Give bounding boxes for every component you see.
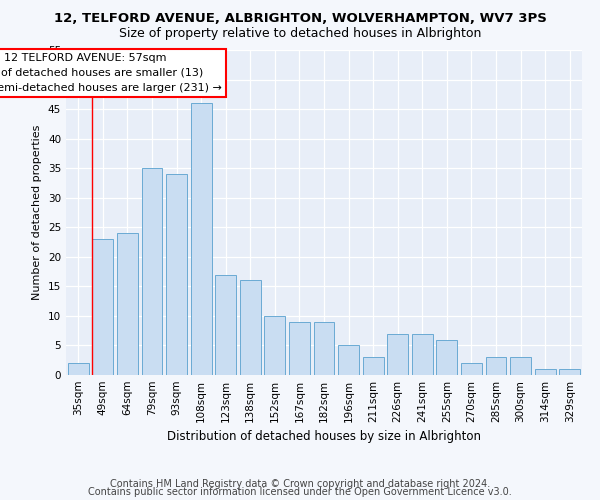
Text: Size of property relative to detached houses in Albrighton: Size of property relative to detached ho… [119,28,481,40]
Bar [92,239,113,375]
Bar [265,316,286,375]
Text: 12, TELFORD AVENUE, ALBRIGHTON, WOLVERHAMPTON, WV7 3PS: 12, TELFORD AVENUE, ALBRIGHTON, WOLVERHA… [53,12,547,26]
Y-axis label: Number of detached properties: Number of detached properties [32,125,43,300]
Bar [215,274,236,375]
Text: 12 TELFORD AVENUE: 57sqm
← 5% of detached houses are smaller (13)
95% of semi-de: 12 TELFORD AVENUE: 57sqm ← 5% of detache… [0,53,221,92]
Bar [117,233,138,375]
Bar [436,340,457,375]
Text: Contains public sector information licensed under the Open Government Licence v3: Contains public sector information licen… [88,487,512,497]
Bar [461,363,482,375]
Bar [559,369,580,375]
Bar [191,103,212,375]
Bar [240,280,261,375]
Bar [362,358,383,375]
Bar [485,358,506,375]
Bar [142,168,163,375]
Text: Contains HM Land Registry data © Crown copyright and database right 2024.: Contains HM Land Registry data © Crown c… [110,479,490,489]
Bar [338,346,359,375]
Bar [166,174,187,375]
X-axis label: Distribution of detached houses by size in Albrighton: Distribution of detached houses by size … [167,430,481,444]
Bar [68,363,89,375]
Bar [289,322,310,375]
Bar [510,358,531,375]
Bar [412,334,433,375]
Bar [314,322,334,375]
Bar [535,369,556,375]
Bar [387,334,408,375]
